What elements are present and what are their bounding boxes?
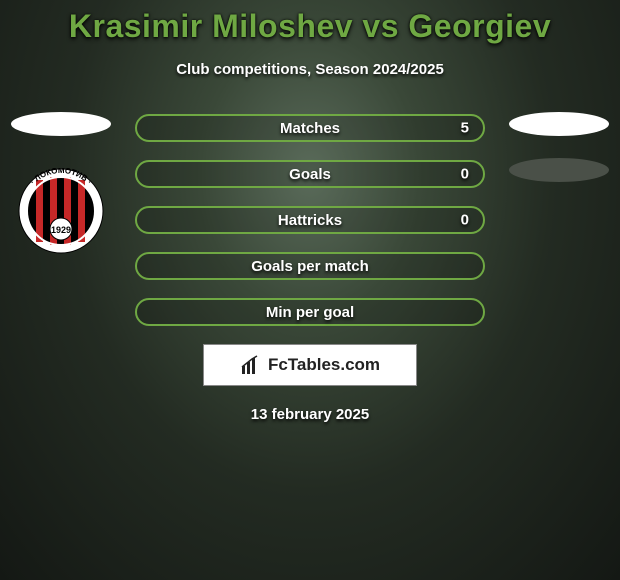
svg-text:1929: 1929	[51, 225, 71, 235]
stat-row-goals: Goals 0	[135, 160, 485, 188]
right-player-column	[504, 112, 614, 204]
stat-row-hattricks: Hattricks 0	[135, 206, 485, 234]
stat-row-matches: Matches 5	[135, 114, 485, 142]
page-title: Krasimir Miloshev vs Georgiev	[0, 8, 620, 45]
stat-label: Matches	[280, 120, 340, 137]
stats-area: 1929 · ЛОКОМОТИВ · Matches 5 Goals 0	[0, 114, 620, 326]
left-player-column: 1929 · ЛОКОМОТИВ ·	[6, 112, 116, 259]
subtitle: Club competitions, Season 2024/2025	[0, 61, 620, 78]
lokomotiv-sofia-badge-icon: 1929 · ЛОКОМОТИВ ·	[18, 168, 104, 254]
brand-box[interactable]: FcTables.com	[203, 344, 417, 386]
stat-value-left: 5	[461, 120, 469, 137]
player-oval-left-1	[11, 112, 111, 136]
bars-icon	[240, 354, 262, 376]
player-oval-right-2	[509, 158, 609, 182]
stat-label: Hattricks	[278, 212, 342, 229]
stat-row-min-per-goal: Min per goal	[135, 298, 485, 326]
stat-value-left: 0	[461, 166, 469, 183]
club-badge-left: 1929 · ЛОКОМОТИВ ·	[18, 168, 104, 259]
date-text: 13 february 2025	[0, 406, 620, 423]
stat-value-left: 0	[461, 212, 469, 229]
stat-label: Goals per match	[251, 258, 369, 275]
stat-row-goals-per-match: Goals per match	[135, 252, 485, 280]
stat-label: Min per goal	[266, 304, 354, 321]
brand-text: FcTables.com	[268, 355, 380, 375]
player-oval-right-1	[509, 112, 609, 136]
stat-label: Goals	[289, 166, 331, 183]
stats-list: Matches 5 Goals 0 Hattricks 0 Goals per …	[135, 114, 485, 326]
content: Krasimir Miloshev vs Georgiev Club compe…	[0, 0, 620, 580]
